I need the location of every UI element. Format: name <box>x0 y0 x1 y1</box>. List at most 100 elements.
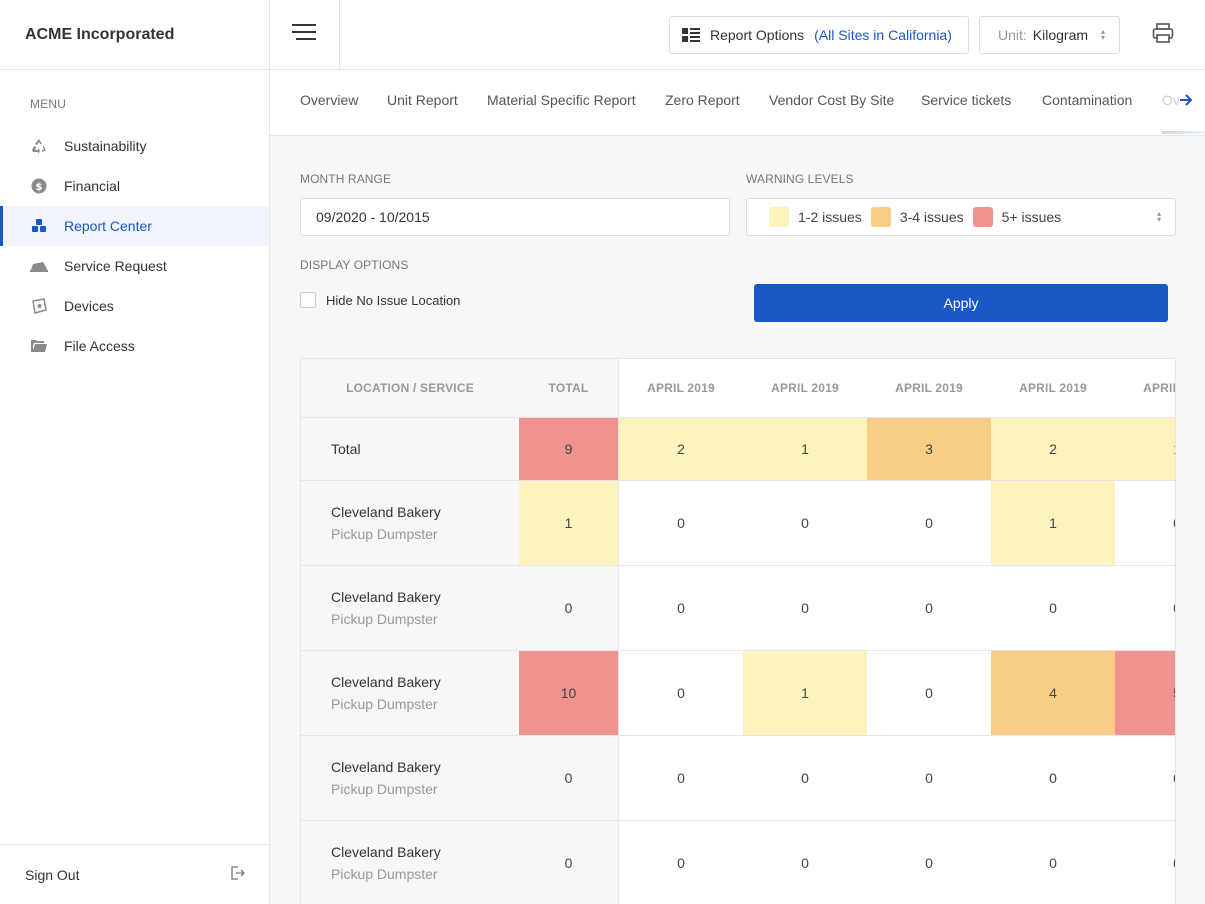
tabs-scroll-right-button[interactable] <box>1176 92 1196 112</box>
header-month: APRIL 2019 <box>1019 381 1087 395</box>
select-arrows-icon: ▴ ▾ <box>1156 209 1161 224</box>
month-cell: 2 <box>619 418 743 480</box>
tab-vendor-cost-by-site[interactable]: Vendor Cost By Site <box>769 92 895 108</box>
total-cell: 0 <box>519 736 619 820</box>
warning-levels-select[interactable]: 1-2 issues 3-4 issues 5+ issues ▴ ▾ <box>746 198 1176 236</box>
location-cell: Total <box>301 418 519 480</box>
brand-title: ACME Incorporated <box>0 0 269 70</box>
month-cell: 2 <box>991 418 1115 480</box>
month-cell: 0 <box>619 481 743 565</box>
location-name: Cleveland Bakery <box>331 759 441 775</box>
sidebar-item-devices[interactable]: Devices <box>0 286 269 326</box>
service-name: Pickup Dumpster <box>331 526 438 542</box>
sign-out-label: Sign Out <box>25 866 80 883</box>
issues-table: LOCATION / SERVICE TOTAL APRIL 2019 APRIL 2… <box>300 358 1176 904</box>
tab-zero-report[interactable]: Zero Report <box>665 92 740 108</box>
total-cell: 9 <box>519 418 619 480</box>
month-cell: 0 <box>991 821 1115 904</box>
logout-icon <box>231 866 245 883</box>
total-cell: 1 <box>519 481 619 565</box>
sign-out-button[interactable]: Sign Out <box>0 844 269 904</box>
month-cell: 0 <box>1115 481 1175 565</box>
month-cell: 0 <box>743 481 867 565</box>
truck-icon <box>30 257 48 275</box>
month-cell: 0 <box>1115 821 1175 904</box>
warning-swatch <box>870 207 891 227</box>
sidebar-item-file-access[interactable]: File Access <box>0 326 269 366</box>
unit-select[interactable]: Unit: Kilogram ▴ ▾ <box>979 16 1120 54</box>
table-header-row: LOCATION / SERVICE TOTAL APRIL 2019 APRIL 2… <box>301 359 1175 418</box>
header-location-service: LOCATION / SERVICE <box>301 359 519 417</box>
total-cell: 0 <box>519 566 619 650</box>
month-cell: 0 <box>867 821 991 904</box>
service-name: Pickup Dumpster <box>331 611 438 627</box>
month-cell: 0 <box>867 481 991 565</box>
total-cell: 0 <box>519 821 619 904</box>
svg-text:$: $ <box>36 182 43 193</box>
tab-material-specific-report[interactable]: Material Specific Report <box>487 92 636 108</box>
print-button[interactable] <box>1150 22 1176 48</box>
month-cell: 0 <box>991 736 1115 820</box>
sidebar-item-financial[interactable]: $ Financial <box>0 166 269 206</box>
warning-level-label: 5+ issues <box>1001 209 1062 225</box>
tab-overview[interactable]: Overview <box>300 92 359 108</box>
warning-level-low: 1-2 issues <box>769 207 862 227</box>
table-row[interactable]: Total921321 <box>301 418 1175 481</box>
month-cell: 1 <box>743 418 867 480</box>
report-options-button[interactable]: Report Options (All Sites in California) <box>669 16 969 54</box>
location-name: Cleveland Bakery <box>331 674 441 690</box>
location-cell: Cleveland Bakery Pickup Dumpster <box>301 736 519 820</box>
location-name: Cleveland Bakery <box>331 844 441 860</box>
cubes-icon <box>30 217 48 235</box>
month-cell: 0 <box>743 821 867 904</box>
hide-no-issue-checkbox-row[interactable]: Hide No Issue Location <box>300 292 460 308</box>
month-cell: 1 <box>991 481 1115 565</box>
sidebar-item-label: Report Center <box>64 218 152 234</box>
warning-swatch <box>972 207 993 227</box>
menu-toggle-button[interactable] <box>270 0 340 69</box>
sidebar-item-report-center[interactable]: Report Center <box>0 206 269 246</box>
location-cell: Cleveland Bakery Pickup Dumpster <box>301 821 519 904</box>
month-cell: 0 <box>1115 736 1175 820</box>
unit-value: Kilogram <box>1032 27 1089 43</box>
location-name: Cleveland Bakery <box>331 504 441 520</box>
report-tabs: Overview Unit Report Material Specific R… <box>270 70 1205 136</box>
warning-level-label: 3-4 issues <box>899 209 964 225</box>
sidebar-item-service-request[interactable]: Service Request <box>0 246 269 286</box>
month-cell: 0 <box>743 736 867 820</box>
sidebar-item-label: Sustainability <box>64 138 147 154</box>
printer-icon <box>1152 22 1174 49</box>
sidebar-item-sustainability[interactable]: Sustainability <box>0 126 269 166</box>
header-month: APRIL 2019 <box>1143 381 1175 395</box>
month-cell: 4 <box>991 651 1115 735</box>
sidebar-item-label: Devices <box>64 298 114 314</box>
month-cell: 0 <box>619 651 743 735</box>
location-cell: Cleveland Bakery Pickup Dumpster <box>301 481 519 565</box>
unit-label: Unit: <box>998 27 1027 43</box>
report-scope: (All Sites in California) <box>814 27 952 43</box>
tab-service-tickets[interactable]: Service tickets <box>921 92 1012 108</box>
tab-unit-report[interactable]: Unit Report <box>387 92 458 108</box>
month-range-label: MONTH RANGE <box>300 172 392 186</box>
sidebar-item-label: Service Request <box>64 258 167 274</box>
month-cell: 0 <box>1115 566 1175 650</box>
hide-no-issue-checkbox[interactable] <box>300 292 316 308</box>
service-name: Pickup Dumpster <box>331 696 438 712</box>
tab-overflow[interactable]: Ov <box>1162 92 1180 108</box>
tab-contamination[interactable]: Contamination <box>1042 92 1133 108</box>
month-range-input[interactable]: 09/2020 - 10/2015 <box>300 198 730 236</box>
device-icon <box>30 297 48 315</box>
month-cell: 0 <box>619 566 743 650</box>
location-cell: Cleveland Bakery Pickup Dumpster <box>301 566 519 650</box>
apply-button[interactable]: Apply <box>754 284 1168 322</box>
hide-no-issue-label: Hide No Issue Location <box>326 292 461 308</box>
month-cell: 5 <box>1115 651 1175 735</box>
header-total: TOTAL <box>519 359 619 417</box>
warning-levels-label: WARNING LEVELS <box>746 172 854 186</box>
hamburger-icon <box>291 22 318 47</box>
